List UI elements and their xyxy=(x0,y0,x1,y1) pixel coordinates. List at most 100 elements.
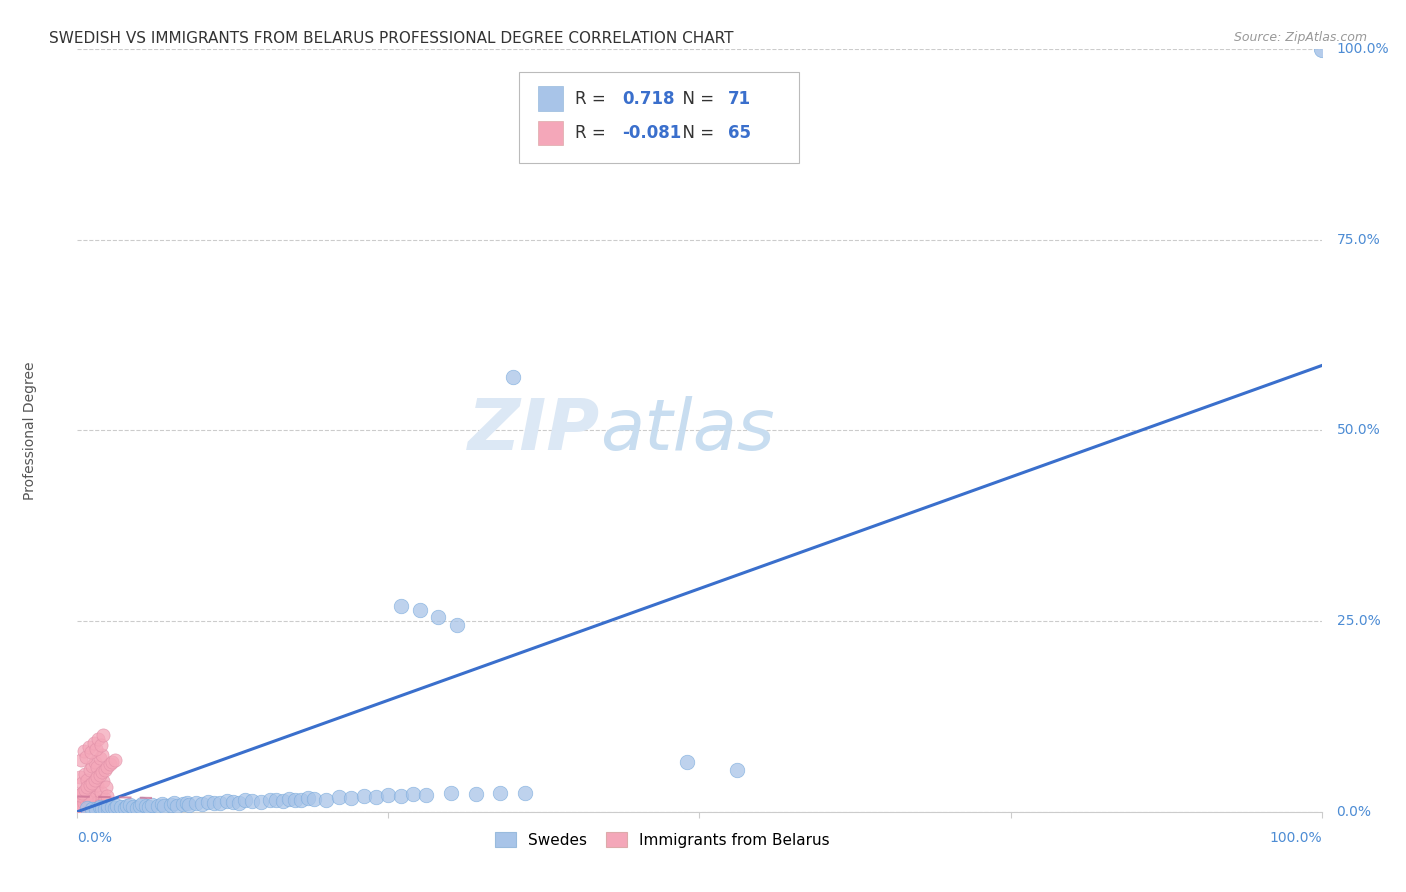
Text: N =: N = xyxy=(672,89,720,108)
Point xyxy=(489,786,512,800)
Point xyxy=(353,789,375,804)
Text: R =: R = xyxy=(575,89,612,108)
Point xyxy=(240,794,263,808)
Point xyxy=(172,797,194,811)
Point xyxy=(70,798,93,813)
Point xyxy=(259,792,281,806)
Point xyxy=(67,801,90,815)
Point xyxy=(97,800,120,814)
Point xyxy=(125,801,148,815)
Text: R =: R = xyxy=(575,124,612,142)
Point xyxy=(408,602,430,616)
Point xyxy=(82,794,104,808)
Point xyxy=(76,801,98,815)
Point xyxy=(90,738,112,752)
Bar xyxy=(537,87,562,111)
Text: N =: N = xyxy=(672,124,720,142)
Point xyxy=(184,797,207,811)
Text: 75.0%: 75.0% xyxy=(1337,233,1381,247)
Point xyxy=(446,618,468,632)
Point xyxy=(83,790,105,805)
Bar xyxy=(537,120,562,145)
Point xyxy=(73,788,96,802)
Point xyxy=(90,785,112,799)
Text: atlas: atlas xyxy=(600,396,775,465)
Point xyxy=(75,793,97,807)
Point xyxy=(266,793,288,807)
Point xyxy=(87,732,110,747)
Point xyxy=(515,786,537,800)
Point xyxy=(77,739,100,754)
Point xyxy=(82,776,104,790)
Point xyxy=(87,795,110,809)
Point xyxy=(72,796,94,810)
Point xyxy=(89,800,111,814)
Point xyxy=(76,772,98,787)
Text: 25.0%: 25.0% xyxy=(1337,614,1381,628)
Point xyxy=(77,792,100,806)
Text: 0.0%: 0.0% xyxy=(1337,805,1372,819)
Point xyxy=(176,796,198,810)
Point xyxy=(79,763,101,777)
Point xyxy=(427,610,450,624)
Point xyxy=(76,780,98,795)
Point xyxy=(67,789,90,804)
Point xyxy=(209,797,232,811)
Point xyxy=(72,791,94,805)
Point xyxy=(91,799,114,814)
Point xyxy=(84,797,107,811)
Point xyxy=(73,766,96,780)
Point xyxy=(70,796,93,810)
Point xyxy=(315,792,337,806)
Point xyxy=(98,757,121,772)
Point xyxy=(364,790,387,805)
Point xyxy=(83,736,105,750)
Point xyxy=(79,798,101,813)
Text: 100.0%: 100.0% xyxy=(1337,42,1389,56)
Point xyxy=(233,793,256,807)
Point xyxy=(328,790,350,805)
Point xyxy=(202,796,225,810)
Point xyxy=(72,786,94,800)
Point xyxy=(89,751,111,765)
Point xyxy=(93,763,115,777)
Point xyxy=(377,788,399,802)
Point xyxy=(114,801,136,815)
Point xyxy=(290,793,312,807)
Point xyxy=(93,791,115,805)
Text: 0.718: 0.718 xyxy=(623,89,675,108)
Point xyxy=(72,776,94,790)
Point xyxy=(83,772,105,787)
Point xyxy=(676,755,699,769)
Point xyxy=(82,759,104,773)
Point xyxy=(91,747,114,762)
Point xyxy=(197,795,219,809)
Point xyxy=(191,797,214,811)
Point xyxy=(93,728,115,742)
Point xyxy=(82,802,104,816)
Point xyxy=(179,797,201,812)
Point xyxy=(89,797,111,812)
Point xyxy=(86,778,108,792)
Point xyxy=(1310,42,1333,56)
Legend: Swedes, Immigrants from Belarus: Swedes, Immigrants from Belarus xyxy=(488,826,835,854)
Point xyxy=(79,778,101,792)
Point xyxy=(93,774,115,789)
Text: 0.0%: 0.0% xyxy=(77,830,112,845)
Point xyxy=(502,370,524,384)
Point xyxy=(725,763,748,777)
Point xyxy=(153,799,176,814)
Point xyxy=(91,801,114,815)
Point xyxy=(69,793,91,807)
Point xyxy=(415,788,437,802)
Point xyxy=(163,797,186,811)
Point xyxy=(101,755,124,769)
Point xyxy=(73,783,96,797)
Point xyxy=(141,797,163,812)
Point xyxy=(464,787,486,801)
Text: 65: 65 xyxy=(728,124,751,142)
Point xyxy=(69,788,91,802)
Point xyxy=(80,745,103,759)
Point xyxy=(148,798,170,813)
Point xyxy=(75,797,97,811)
